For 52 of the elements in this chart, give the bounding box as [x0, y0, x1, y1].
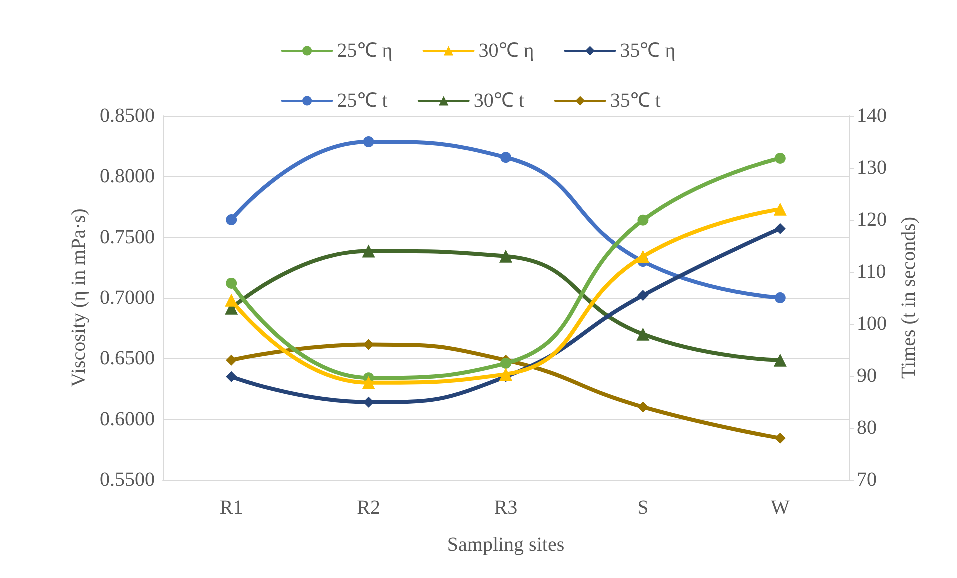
y2-tick-label: 120 [857, 209, 887, 231]
y2-tick-label: 90 [857, 365, 877, 387]
point [638, 290, 649, 302]
point [774, 432, 786, 444]
point [363, 136, 374, 148]
y2-tick-label: 140 [857, 105, 887, 127]
x-tick-label: R1 [220, 497, 244, 519]
y2-tick-label: 110 [857, 261, 886, 283]
y-axis-title: Viscosity (η in mPa·s) [68, 208, 90, 388]
point [636, 250, 650, 264]
legend-label: 25℃ t [337, 90, 388, 112]
y-tick-label: 0.7000 [100, 287, 155, 309]
point [226, 278, 238, 289]
y2-tick-label: 70 [857, 469, 877, 491]
x-tick-label: R3 [494, 497, 518, 519]
y-tick-label: 0.6000 [100, 408, 155, 430]
point [636, 328, 650, 341]
y-tick-label: 0.8000 [100, 166, 155, 188]
point [774, 152, 786, 164]
y-tick-label: 0.6500 [100, 348, 155, 370]
point [638, 214, 649, 226]
legend-label: 35℃ t [610, 90, 662, 112]
point [500, 152, 512, 164]
y2-tick-label: 80 [857, 417, 877, 439]
point [774, 354, 787, 367]
point [225, 294, 238, 307]
y2-axis-title: Times (t in seconds) [898, 216, 920, 380]
point [362, 376, 376, 390]
y-tick-label: 0.5500 [100, 469, 155, 491]
point [226, 214, 238, 226]
y-tick-label: 0.7500 [100, 226, 155, 248]
point [774, 202, 787, 216]
point [500, 358, 512, 370]
legend-label: 35℃ η [620, 40, 676, 62]
point [500, 250, 512, 263]
x-tick-label: W [770, 497, 790, 519]
point [774, 223, 786, 234]
point [774, 292, 786, 304]
point [226, 371, 238, 382]
y2-tick-label: 100 [857, 313, 887, 335]
y-tick-label: 0.8500 [100, 105, 155, 127]
point [500, 368, 512, 381]
legend-label: 30℃ η [478, 40, 534, 62]
legend-label: 30℃ t [474, 90, 525, 112]
y2-tick-label: 130 [857, 157, 887, 179]
x-tick-label: R2 [357, 497, 380, 519]
point [226, 354, 238, 366]
x-axis-title: Sampling sites [447, 534, 565, 556]
legend-label: 25℃ η [337, 40, 393, 62]
point [362, 244, 376, 258]
point [638, 402, 649, 413]
x-tick-label: S [638, 497, 649, 519]
